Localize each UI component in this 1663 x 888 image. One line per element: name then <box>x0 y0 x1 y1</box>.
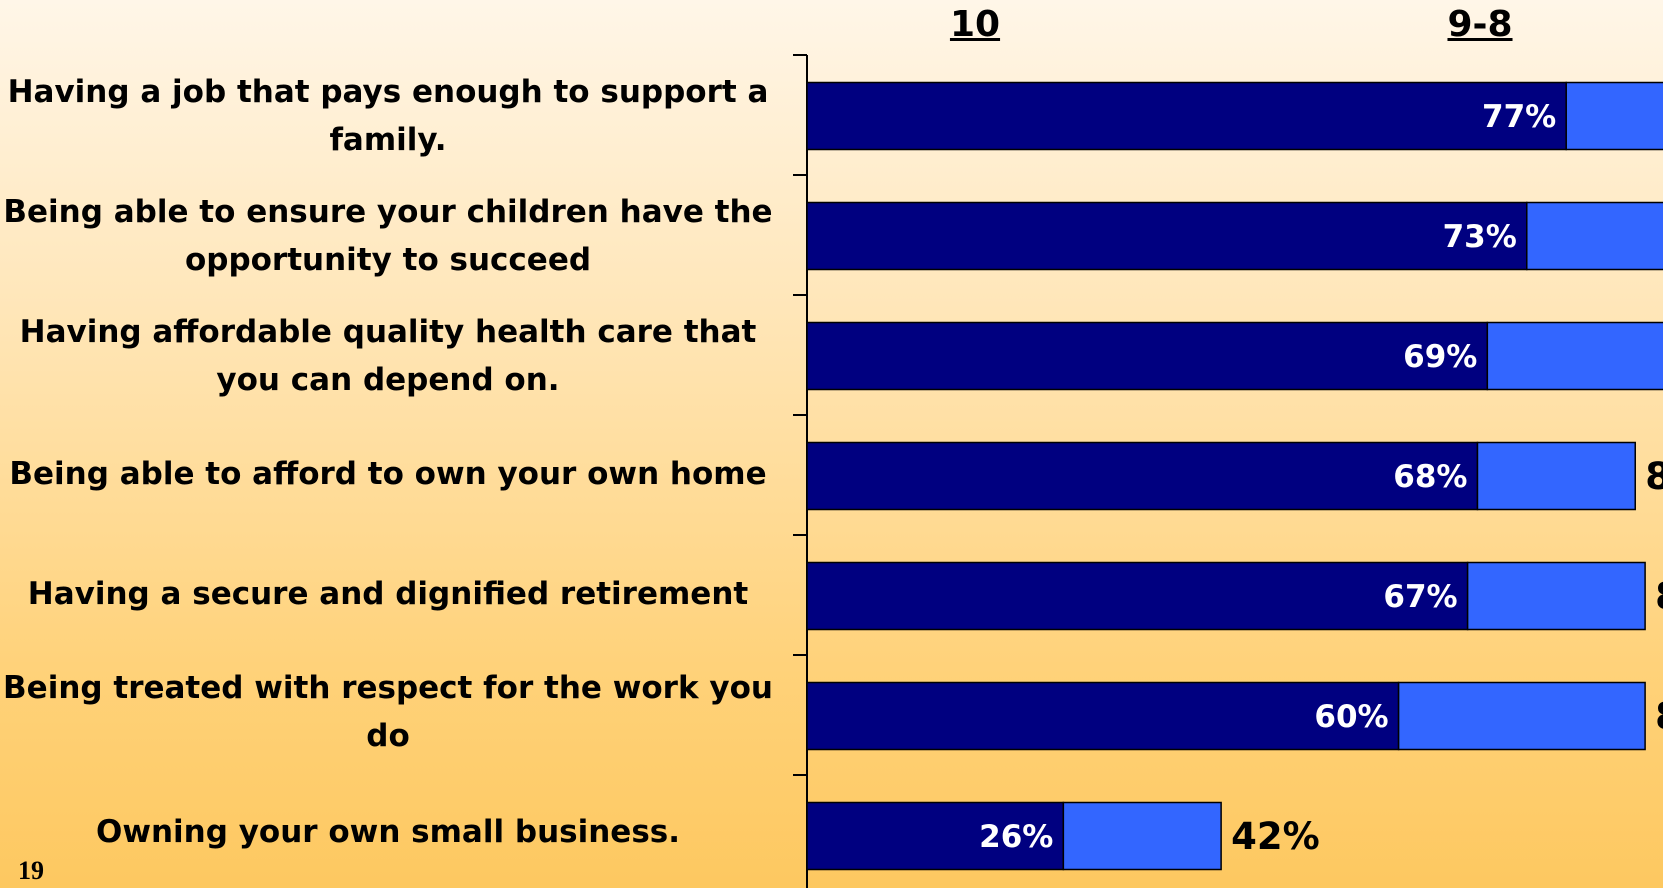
data-label-total: 85% <box>1655 695 1663 738</box>
data-label-10: 67% <box>1383 579 1457 615</box>
category-label: Having a secure and dignified retirement <box>27 576 749 612</box>
data-label-10: 68% <box>1393 459 1467 495</box>
bar-segment-10 <box>806 321 1489 391</box>
bar-segment-9-8 <box>1565 81 1663 151</box>
bar-segment-9-8 <box>1486 321 1663 391</box>
bar-segment-9-8 <box>1476 441 1636 511</box>
bar-segment-9-8 <box>1397 681 1646 751</box>
data-label-10: 77% <box>1482 99 1556 135</box>
bar-segment-10 <box>806 681 1400 751</box>
bar-segment-9-8 <box>1062 801 1222 871</box>
data-label-10: 69% <box>1403 339 1477 375</box>
data-label-total: 42% <box>1231 815 1320 858</box>
category-label: Being able to afford to own your own hom… <box>9 456 767 492</box>
bar-segment-10 <box>806 81 1567 151</box>
bar-segment-10 <box>806 561 1469 631</box>
data-label-10: 60% <box>1314 699 1388 735</box>
column-header-9-8: 9-8 <box>1447 4 1513 45</box>
column-header-10: 10 <box>949 4 1001 45</box>
category-label: Being able to ensure your children have … <box>3 194 773 278</box>
data-label-10: 26% <box>979 819 1053 855</box>
category-label: Having affordable quality health care th… <box>19 314 757 398</box>
bar-segment-10 <box>806 441 1479 511</box>
category-label: Owning your own small business. <box>95 814 681 850</box>
bar-segment-10 <box>806 201 1528 271</box>
category-label: Having a job that pays enough to support… <box>7 74 769 158</box>
data-label-total: 85% <box>1655 575 1663 618</box>
data-label-10: 73% <box>1443 219 1517 255</box>
bar-segment-9-8 <box>1526 201 1663 271</box>
page-number: 19 <box>18 856 44 885</box>
data-label-total: 84% <box>1645 455 1663 498</box>
category-label: Being treated with respect for the work … <box>3 670 773 754</box>
bar-segment-9-8 <box>1466 561 1646 631</box>
